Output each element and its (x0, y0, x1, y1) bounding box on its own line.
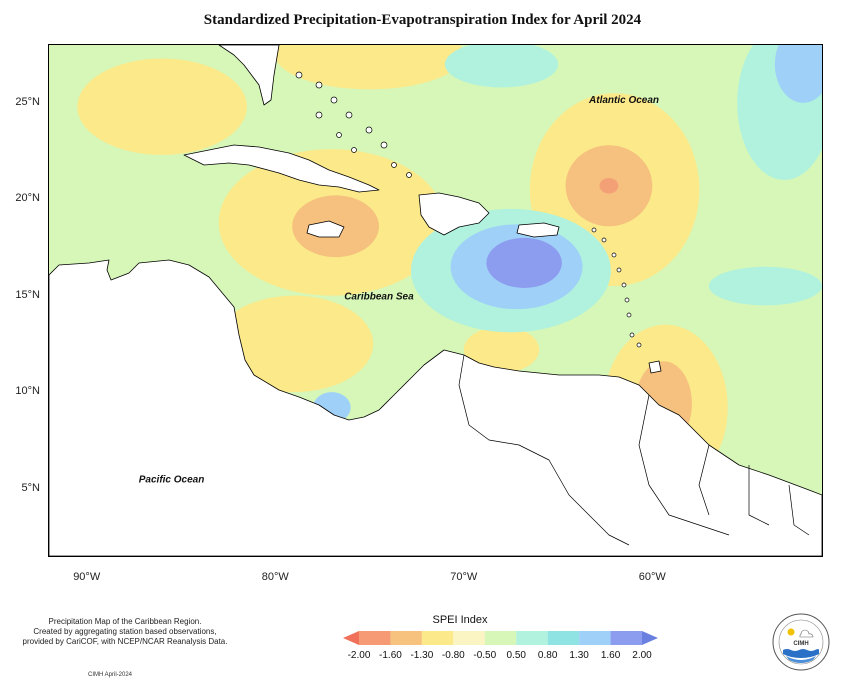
legend-color-swatch (359, 631, 391, 645)
ocean-label-layer: Atlantic Ocean Caribbean Sea Pacific Ocean (139, 95, 659, 486)
latitude-tick-label: 10°N (15, 385, 40, 398)
legend-tick-label: -1.30 (410, 650, 434, 661)
legend-color-swatch (516, 631, 548, 645)
legend-tick-label: -0.50 (473, 650, 497, 661)
legend-tick-labels: -2.00 -1.60 -1.30 -0.80 -0.50 0.50 0.80 1.30 1.6… (343, 650, 658, 664)
legend-color-swatch (421, 631, 454, 645)
central-america-landmass (49, 259, 822, 556)
sun-icon (787, 628, 795, 636)
spei-anomaly-patch (444, 45, 559, 88)
spei-anomaly-patch (599, 178, 619, 194)
legend-tick-label: -0.80 (441, 650, 465, 661)
hispaniola (418, 192, 490, 236)
legend-color-swatch (390, 631, 422, 645)
legend-color-swatch (642, 631, 658, 645)
spei-map: Atlantic Ocean Caribbean Sea Pacific Ocean (49, 45, 822, 556)
latitude-tick-label: 15°N (15, 288, 40, 301)
spei-anomaly-patch (486, 237, 562, 288)
legend-tick-label: 1.60 (600, 650, 621, 661)
longitude-tick-label: 80°W (261, 571, 289, 583)
credits-line: provided by CariCOF, with NCEP/NCAR Rean… (22, 637, 228, 646)
lesser-antilles (591, 227, 642, 348)
legend-color-swatch (484, 631, 517, 645)
ocean-label: Caribbean Sea (344, 292, 414, 303)
logo-text: CIMH (793, 641, 808, 647)
latitude-tick-label: 20°N (15, 192, 40, 205)
legend-color-swatch (610, 631, 642, 645)
spei-anomaly-patch (774, 45, 822, 103)
legend-color-swatch (453, 631, 485, 645)
trinidad (648, 360, 662, 374)
spei-anomaly-patch (275, 45, 464, 90)
longitude-tick-label: 70°W (450, 571, 478, 583)
spei-anomaly-patch (708, 266, 822, 306)
longitude-tick-label: 60°W (638, 571, 666, 583)
cloud-icon (799, 629, 814, 638)
jamaica (306, 220, 345, 238)
spei-anomaly-patch (77, 58, 247, 155)
legend-tick-label: -1.60 (379, 650, 402, 661)
florida (218, 45, 280, 106)
land-layer (49, 45, 822, 556)
waves-icon (783, 649, 819, 663)
bahamas-islands (295, 71, 412, 178)
legend-tick-label: 0.80 (537, 650, 558, 661)
puerto-rico (516, 222, 560, 238)
legend-colorbar (343, 631, 658, 645)
spei-anomaly-patch (214, 295, 374, 393)
ocean-label: Atlantic Ocean (588, 95, 659, 106)
legend-color-swatch (547, 631, 580, 645)
ocean-label: Pacific Ocean (139, 475, 205, 486)
credits-line: Created by aggregating station based obs… (33, 627, 217, 636)
legend-title: SPEI Index (432, 614, 488, 626)
credits-block: Precipitation Map of the Caribbean Regio… (10, 617, 240, 647)
map-frame: Atlantic Ocean Caribbean Sea Pacific Ocean (48, 44, 823, 557)
south-america-interior (458, 354, 810, 546)
latitude-tick-label: 5°N (21, 481, 40, 494)
legend-tick-label: 2.00 (632, 650, 652, 661)
credits-line: Precipitation Map of the Caribbean Regio… (48, 617, 202, 626)
latitude-tick-label: 25°N (15, 95, 40, 108)
spei-anomaly-patch (463, 326, 540, 373)
legend-tick-label: 0.50 (506, 650, 526, 661)
legend-color-swatch (343, 631, 359, 645)
map-title: Standardized Precipitation-Evapotranspir… (203, 12, 642, 28)
credits-stamp: CIMH April-2024 (88, 672, 133, 678)
legend-tick-label: -2.00 (347, 650, 371, 661)
cimh-logo: CIMH (772, 613, 830, 671)
longitude-tick-label: 90°W (73, 571, 101, 583)
cuba (183, 144, 380, 193)
legend-color-swatch (579, 631, 611, 645)
legend-tick-label: 1.30 (569, 650, 589, 661)
